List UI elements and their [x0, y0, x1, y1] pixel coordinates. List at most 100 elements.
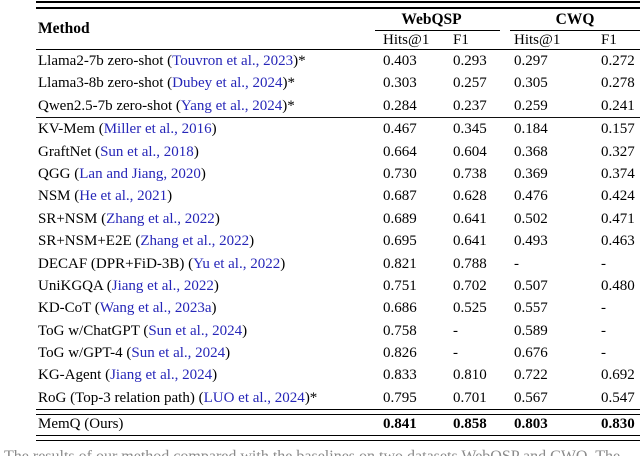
table-row: ToG w/GPT-4 (Sun et al., 2024) 0.826 - 0…: [36, 342, 640, 364]
metric-cwq-f1: 0.278: [601, 75, 635, 92]
method-name: ToG w/GPT-4 (: [38, 345, 132, 362]
method-cell: DECAF (DPR+FiD-3B) (Yu et al., 2022): [36, 253, 375, 275]
method-name: ToG w/ChatGPT (: [38, 322, 149, 339]
method-cell: RoG (Top-3 relation path) (LUO et al., 2…: [36, 387, 375, 409]
method-citation-link[interactable]: Touvron et al., 2023: [172, 53, 294, 69]
method-citation-link[interactable]: Miller et al., 2016: [103, 121, 212, 138]
table-row: ToG w/ChatGPT (Sun et al., 2024) 0.758 -…: [36, 320, 640, 342]
subcolumn-header-row: Hits@1 F1 Hits@1 F1: [36, 31, 640, 49]
metric-cwq-hits1: 0.369: [514, 165, 548, 182]
metric-webqsp-hits1: 0.687: [383, 188, 417, 205]
method-name-suffix: ): [211, 121, 217, 138]
method-name: KV-Mem (: [38, 121, 104, 138]
method-name: RoG (Top-3 relation path) (: [38, 389, 204, 406]
method-name-suffix: )*: [304, 389, 318, 406]
metric-webqsp-f1: 0.641: [453, 210, 487, 227]
metric-webqsp-f1: 0.237: [453, 97, 487, 114]
metric-cwq-hits1: 0.676: [514, 345, 548, 362]
method-citation-link[interactable]: Jiang et al., 2022: [111, 277, 214, 294]
metric-webqsp-hits1: 0.751: [383, 277, 417, 294]
method-cell: Qwen2.5-7b zero-shot (Yang et al., 2024)…: [36, 95, 375, 117]
method-citation-link[interactable]: Yu et al., 2022: [193, 255, 281, 272]
metric-webqsp-hits1: 0.695: [383, 233, 417, 250]
method-name: SR+NSM+E2E (: [38, 233, 141, 250]
metric-webqsp-hits1: 0.833: [383, 367, 417, 384]
double-rule-separator: [36, 409, 640, 416]
method-name: MemQ (Ours): [38, 416, 124, 433]
method-citation-link[interactable]: Zhang et al., 2022: [106, 210, 215, 227]
metric-webqsp-f1: 0.257: [453, 75, 487, 92]
metric-cwq-hits1: 0.567: [514, 389, 548, 406]
table-row: RoG (Top-3 relation path) (LUO et al., 2…: [36, 387, 640, 409]
metric-cwq-hits1: 0.305: [514, 75, 548, 92]
metric-webqsp-f1: -: [453, 345, 458, 362]
table-row: DECAF (DPR+FiD-3B) (Yu et al., 2022) 0.8…: [36, 253, 640, 275]
metric-cwq-f1: 0.830: [601, 416, 635, 433]
metric-webqsp-f1: 0.738: [453, 165, 487, 182]
metric-cwq-hits1: 0.297: [514, 53, 548, 69]
group-header-row: WebQSP CWQ: [36, 9, 640, 31]
metric-webqsp-hits1: 0.686: [383, 300, 417, 317]
metric-cwq-f1: -: [601, 322, 606, 339]
method-cell: MemQ (Ours): [36, 415, 375, 435]
method-citation-link[interactable]: Dubey et al., 2024: [172, 75, 283, 92]
metric-webqsp-f1: 0.701: [453, 389, 487, 406]
method-cell: UniKGQA (Jiang et al., 2022): [36, 275, 375, 297]
method-name: KD-CoT (: [38, 300, 100, 317]
table-row: MemQ (Ours) 0.841 0.858 0.803 0.830: [36, 415, 640, 435]
method-name: Qwen2.5-7b zero-shot (: [38, 97, 181, 114]
method-cell: ToG w/GPT-4 (Sun et al., 2024): [36, 342, 375, 364]
method-name: Llama2-7b zero-shot (: [38, 53, 173, 69]
method-name-suffix: ): [249, 233, 255, 250]
method-name-suffix: )*: [293, 53, 306, 69]
metric-cwq-hits1: 0.493: [514, 233, 548, 250]
method-name: Llama3-8b zero-shot (: [38, 75, 173, 92]
metric-cwq-hits1: 0.368: [514, 143, 548, 160]
metric-cwq-f1: 0.424: [601, 188, 635, 205]
method-citation-link[interactable]: Sun et al., 2024: [131, 345, 226, 362]
metric-cwq-f1: 0.241: [601, 97, 635, 114]
method-name-suffix: ): [212, 367, 218, 384]
metric-cwq-hits1: 0.502: [514, 210, 548, 227]
method-citation-link[interactable]: Jiang et al., 2024: [110, 367, 213, 384]
method-name: DECAF (DPR+FiD-3B) (: [38, 255, 194, 272]
method-citation-link[interactable]: Zhang et al., 2022: [140, 233, 250, 250]
method-cell: Llama3-8b zero-shot (Dubey et al., 2024)…: [36, 72, 375, 94]
metric-cwq-f1: 0.272: [601, 53, 635, 69]
method-citation-link[interactable]: He et al., 2021: [79, 188, 168, 205]
method-name-suffix: ): [200, 165, 206, 182]
method-name-suffix: ): [225, 345, 231, 362]
metric-cwq-f1: 0.327: [601, 143, 635, 160]
method-cell: QGG (Lan and Jiang, 2020): [36, 163, 375, 185]
method-citation-link[interactable]: Yang et al., 2024: [180, 97, 283, 114]
table-top-rule: [36, 1, 640, 9]
method-cell: ToG w/ChatGPT (Sun et al., 2024): [36, 320, 375, 342]
method-cell: GraftNet (Sun et al., 2018): [36, 141, 375, 163]
metric-cwq-hits1: 0.589: [514, 322, 548, 339]
metric-webqsp-f1: 0.858: [453, 416, 487, 433]
metric-webqsp-hits1: 0.303: [383, 75, 417, 92]
table-row: Llama2-7b zero-shot (Touvron et al., 202…: [36, 50, 640, 72]
method-citation-link[interactable]: Lan and Jiang, 2020: [79, 165, 201, 182]
metric-webqsp-hits1: 0.795: [383, 389, 417, 406]
metric-webqsp-hits1: 0.821: [383, 255, 417, 272]
method-name: NSM (: [38, 188, 80, 205]
metric-cwq-hits1: 0.803: [514, 416, 548, 433]
metric-cwq-f1: 0.463: [601, 233, 635, 250]
method-name-suffix: )*: [282, 75, 296, 92]
method-column-header: Method: [38, 20, 90, 37]
metric-webqsp-f1: 0.810: [453, 367, 487, 384]
metric-webqsp-hits1: 0.664: [383, 143, 417, 160]
method-citation-link[interactable]: Sun et al., 2024: [148, 322, 243, 339]
method-citation-link[interactable]: LUO et al., 2024: [203, 389, 305, 406]
table-row: KV-Mem (Miller et al., 2016) 0.467 0.345…: [36, 118, 640, 140]
table-row: Llama3-8b zero-shot (Dubey et al., 2024)…: [36, 72, 640, 94]
method-name-suffix: ): [167, 188, 173, 205]
table-row: UniKGQA (Jiang et al., 2022) 0.751 0.702…: [36, 275, 640, 297]
method-citation-link[interactable]: Sun et al., 2018: [100, 143, 194, 160]
metric-webqsp-f1: 0.604: [453, 143, 487, 160]
method-citation-link[interactable]: Wang et al., 2023a: [99, 300, 212, 317]
method-name-suffix: )*: [282, 97, 295, 114]
table-row: GraftNet (Sun et al., 2018) 0.664 0.604 …: [36, 141, 640, 163]
